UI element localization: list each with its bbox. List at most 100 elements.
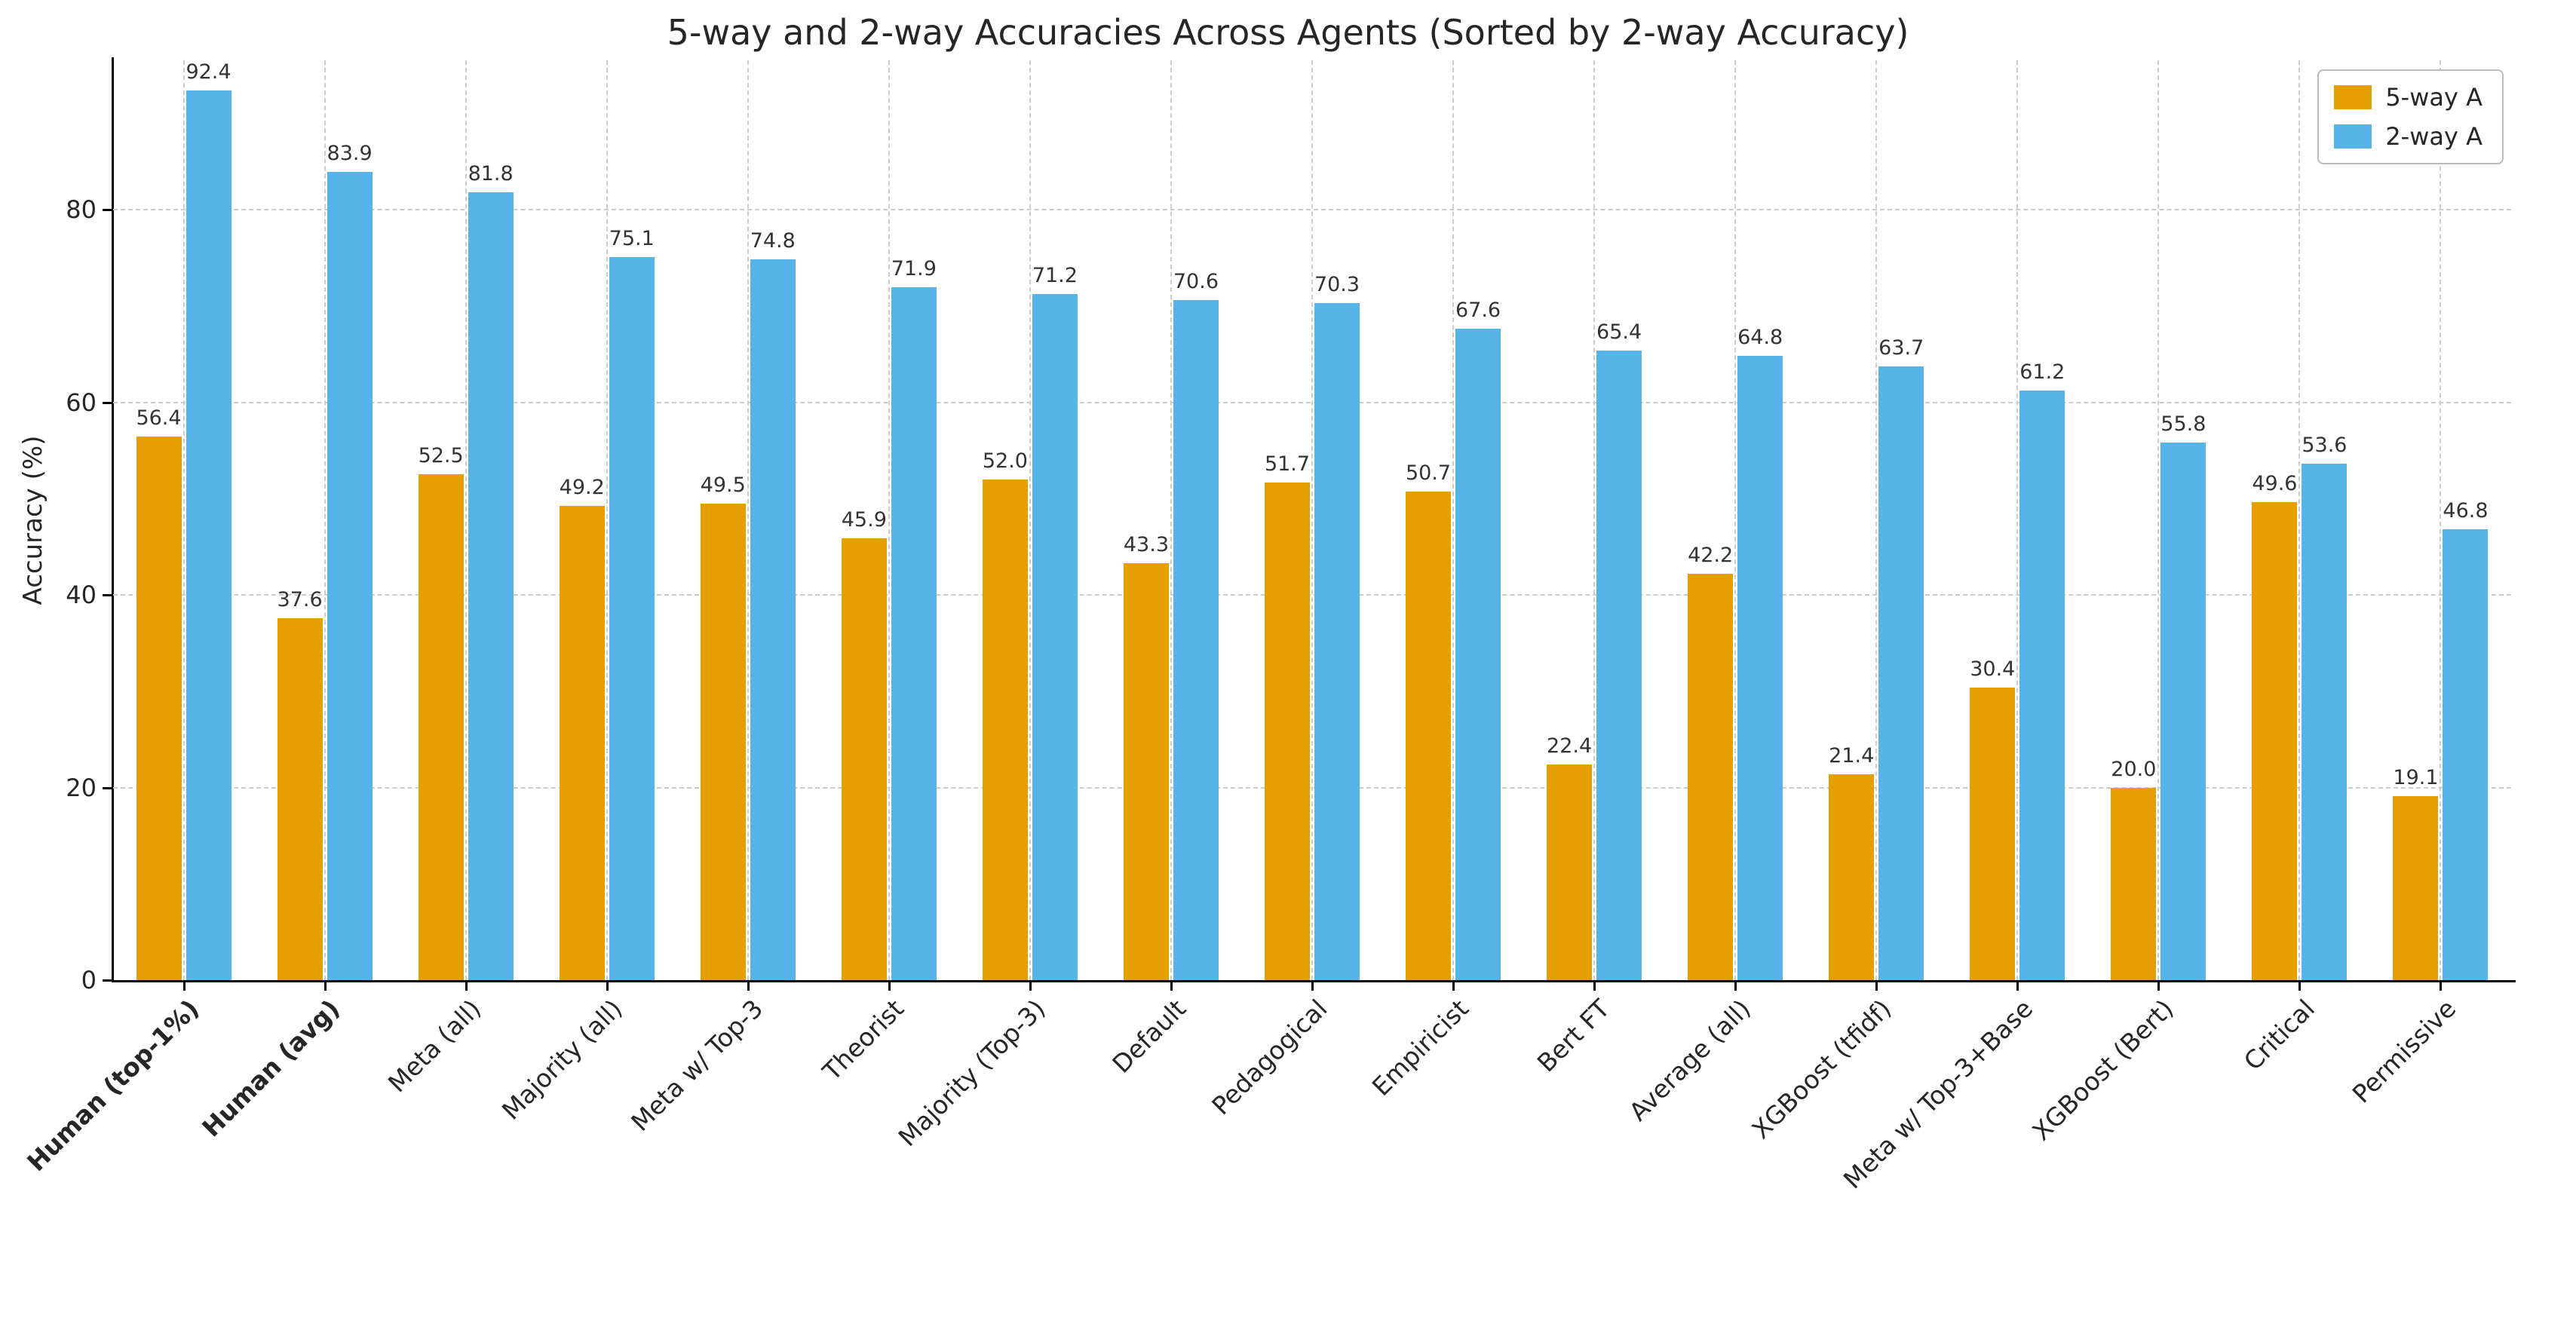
legend-label-2way: 2-way A bbox=[2385, 122, 2482, 151]
bar-2way bbox=[1455, 329, 1501, 980]
bar-value-label: 50.7 bbox=[1405, 461, 1452, 486]
bar-value-label: 30.4 bbox=[1970, 657, 2016, 681]
bar-value-label: 49.6 bbox=[2252, 472, 2298, 496]
x-tick-label-text: Empiricist bbox=[1366, 994, 1474, 1102]
x-tick-label-text: Critical bbox=[2237, 994, 2320, 1077]
legend-swatch-5way-icon bbox=[2334, 85, 2372, 109]
bar-value-label: 65.4 bbox=[1596, 320, 1642, 344]
bar-value-label: 83.9 bbox=[327, 142, 373, 166]
bar-value-label: 21.4 bbox=[1829, 743, 1875, 768]
bar-value-label: 42.2 bbox=[1688, 543, 1734, 567]
bar-5way bbox=[2111, 787, 2157, 980]
y-axis-spine bbox=[112, 57, 114, 982]
bar-2way bbox=[1173, 300, 1219, 980]
x-tick-label-text: Bert FT bbox=[1531, 994, 1615, 1078]
bar-2way bbox=[1032, 294, 1078, 980]
x-tick-mark bbox=[1311, 982, 1314, 991]
bar-value-label: 75.1 bbox=[609, 226, 655, 250]
bar-2way bbox=[891, 287, 937, 980]
bar-value-label: 63.7 bbox=[1878, 336, 1924, 360]
bar-5way bbox=[277, 617, 323, 980]
y-tick-label: 40 bbox=[66, 581, 97, 609]
x-tick-label-text: Pedagogical bbox=[1206, 994, 1333, 1121]
x-tick-label-text: Meta w/ Top-3 bbox=[625, 994, 769, 1137]
x-gridline bbox=[1029, 60, 1031, 980]
bar-value-label: 67.6 bbox=[1455, 299, 1501, 323]
bar-5way bbox=[2252, 502, 2298, 980]
bar-value-label: 45.9 bbox=[841, 507, 887, 532]
y-tick-mark bbox=[103, 786, 113, 789]
x-gridline bbox=[2157, 60, 2160, 980]
x-tick-label-text: Majority (all) bbox=[495, 994, 628, 1126]
y-tick-label: 20 bbox=[66, 773, 97, 802]
x-gridline bbox=[888, 60, 890, 980]
bar-5way bbox=[136, 437, 182, 980]
bar-value-label: 53.6 bbox=[2302, 434, 2348, 458]
bar-value-label: 61.2 bbox=[2019, 360, 2065, 385]
x-gridline bbox=[1452, 60, 1455, 980]
x-gridline bbox=[606, 60, 608, 980]
bar-value-label: 71.9 bbox=[891, 257, 937, 281]
bar-5way bbox=[2393, 796, 2439, 980]
bar-5way bbox=[1406, 492, 1452, 980]
y-tick-mark bbox=[103, 209, 113, 211]
bar-2way bbox=[1878, 366, 1924, 980]
x-tick-label-text: XGBoost (tfidf) bbox=[1746, 994, 1897, 1145]
x-tick-label-text: Majority (Top-3) bbox=[892, 994, 1051, 1153]
bar-2way bbox=[468, 192, 514, 980]
x-gridline bbox=[2298, 60, 2301, 980]
bar-value-label: 56.4 bbox=[136, 406, 182, 431]
bar-value-label: 92.4 bbox=[186, 60, 232, 84]
x-tick-mark bbox=[182, 982, 186, 991]
x-tick-label-text: Default bbox=[1106, 994, 1192, 1079]
x-tick-label-text: Meta (all) bbox=[382, 994, 487, 1098]
bar-2way bbox=[327, 172, 373, 980]
y-tick-mark bbox=[103, 594, 113, 596]
bar-2way bbox=[2443, 529, 2489, 980]
x-gridline bbox=[747, 60, 749, 980]
bar-5way bbox=[982, 479, 1028, 980]
legend: 5-way A 2-way A bbox=[2317, 69, 2504, 164]
bar-2way bbox=[2019, 391, 2065, 980]
x-tick-mark bbox=[1734, 982, 1737, 991]
x-gridline bbox=[465, 60, 467, 980]
x-tick-mark bbox=[1170, 982, 1173, 991]
x-tick-mark bbox=[888, 982, 891, 991]
bar-value-label: 74.8 bbox=[750, 229, 796, 253]
y-tick-label: 60 bbox=[66, 388, 97, 417]
bar-value-label: 70.3 bbox=[1314, 272, 1360, 296]
x-gridline bbox=[1734, 60, 1737, 980]
bar-5way bbox=[1265, 482, 1310, 980]
bar-5way bbox=[841, 538, 887, 980]
bar-value-label: 64.8 bbox=[1737, 326, 1783, 350]
x-gridline bbox=[2440, 60, 2442, 980]
bar-value-label: 51.7 bbox=[1264, 452, 1311, 476]
x-gridline bbox=[1170, 60, 1172, 980]
x-tick-mark bbox=[2016, 982, 2019, 991]
bar-2way bbox=[1737, 356, 1783, 980]
legend-item-2way: 2-way A bbox=[2334, 122, 2482, 151]
bar-5way bbox=[1688, 573, 1734, 980]
x-tick-mark bbox=[747, 982, 750, 991]
y-tick-label: 0 bbox=[81, 966, 97, 994]
x-tick-label-text: Theorist bbox=[817, 994, 910, 1086]
x-gridline bbox=[1593, 60, 1596, 980]
bar-2way bbox=[186, 90, 232, 980]
x-tick-mark bbox=[1593, 982, 1596, 991]
x-tick-mark bbox=[1029, 982, 1032, 991]
x-tick-mark bbox=[1875, 982, 1878, 991]
y-tick-label: 80 bbox=[66, 195, 97, 224]
legend-swatch-2way-icon bbox=[2334, 124, 2372, 149]
x-tick-label-text: Permissive bbox=[2346, 994, 2462, 1109]
bar-5way bbox=[559, 506, 605, 980]
x-tick-label-text: Average (all) bbox=[1623, 994, 1756, 1127]
bar-value-label: 19.1 bbox=[2393, 766, 2439, 789]
y-tick-mark bbox=[103, 401, 113, 404]
bar-2way bbox=[750, 259, 796, 980]
bar-5way bbox=[418, 474, 464, 980]
bar-2way bbox=[2302, 464, 2348, 980]
x-tick-label-text: XGBoost (Bert) bbox=[2026, 994, 2179, 1147]
bar-5way bbox=[1829, 774, 1875, 980]
bar-value-label: 49.2 bbox=[559, 476, 605, 500]
bar-5way bbox=[700, 503, 746, 980]
